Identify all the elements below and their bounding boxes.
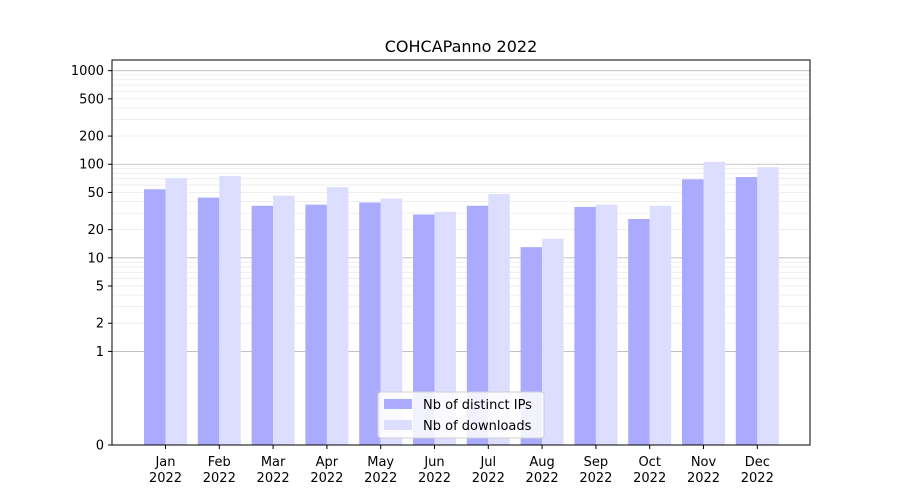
x-tick-label-year: 2022 xyxy=(310,471,343,486)
x-tick-label-month: Jun xyxy=(423,455,444,470)
x-tick-label-year: 2022 xyxy=(203,471,236,486)
x-tick-label-month: Dec xyxy=(745,455,770,470)
legend-box xyxy=(377,391,545,439)
y-tick-label: 100 xyxy=(79,158,104,173)
x-tick-label-year: 2022 xyxy=(418,471,451,486)
y-tick-label: 500 xyxy=(79,92,104,107)
bar-downloads xyxy=(434,211,456,445)
bar-downloads xyxy=(165,178,187,445)
bar-distinct-ips xyxy=(359,202,381,445)
y-tick-label: 5 xyxy=(96,280,104,295)
bar-distinct-ips xyxy=(466,205,489,445)
y-tick-label: 2 xyxy=(96,317,104,332)
x-tick-label-month: Oct xyxy=(638,455,660,470)
y-tick-label: 10 xyxy=(87,251,104,266)
bar-downloads xyxy=(273,195,295,445)
legend-swatch xyxy=(384,399,412,409)
y-tick-label: 50 xyxy=(87,186,104,201)
bar-downloads xyxy=(326,187,349,445)
y-tick-label: 0 xyxy=(96,439,104,454)
y-tick-label: 1000 xyxy=(71,64,104,79)
x-tick-label-year: 2022 xyxy=(149,471,182,486)
x-tick-label-month: Apr xyxy=(316,455,339,470)
bar-distinct-ips xyxy=(251,205,274,445)
bars xyxy=(144,161,779,446)
x-tick-label-year: 2022 xyxy=(526,471,559,486)
x-tick-label-month: Jul xyxy=(479,455,496,470)
x-tick-label-month: Aug xyxy=(529,455,554,470)
legend-label: Nb of downloads xyxy=(423,419,532,434)
bar-downloads xyxy=(703,161,725,445)
x-tick-label-month: May xyxy=(367,455,394,470)
bar-downloads xyxy=(219,175,241,445)
bar-distinct-ips xyxy=(735,177,758,446)
x-tick-label-month: Jan xyxy=(154,455,175,470)
x-tick-label-year: 2022 xyxy=(633,471,666,486)
bar-downloads xyxy=(649,205,672,445)
bar-distinct-ips xyxy=(413,214,435,445)
y-tick-label: 1 xyxy=(96,345,104,360)
x-tick-label-year: 2022 xyxy=(741,471,774,486)
bar-downloads xyxy=(380,198,403,445)
x-tick-label-month: Feb xyxy=(208,455,231,470)
x-tick-label-month: Sep xyxy=(584,455,609,470)
legend-label: Nb of distinct IPs xyxy=(423,398,532,413)
chart-title: COHCAPanno 2022 xyxy=(385,37,538,56)
bar-distinct-ips xyxy=(305,204,327,445)
bar-downloads xyxy=(595,204,618,445)
x-tick-label-year: 2022 xyxy=(687,471,720,486)
x-tick-label-month: Mar xyxy=(261,455,286,470)
bar-downloads xyxy=(488,194,510,445)
x-axis: Jan2022Feb2022Mar2022Apr2022May2022Jun20… xyxy=(149,445,774,486)
bar-distinct-ips xyxy=(144,189,166,445)
x-tick-label-year: 2022 xyxy=(257,471,290,486)
y-tick-label: 200 xyxy=(79,130,104,145)
x-tick-label-month: Nov xyxy=(691,455,717,470)
bar-downloads xyxy=(542,238,564,445)
legend: Nb of distinct IPs Nb of downloads xyxy=(377,391,545,439)
bar-downloads xyxy=(757,167,779,446)
plot-frame xyxy=(111,59,811,446)
x-tick-label-year: 2022 xyxy=(579,471,612,486)
bar-distinct-ips xyxy=(628,218,650,445)
x-tick-label-year: 2022 xyxy=(364,471,397,486)
x-tick-label-year: 2022 xyxy=(472,471,505,486)
legend-swatch xyxy=(384,420,412,430)
bar-distinct-ips xyxy=(197,197,220,445)
y-tick-label: 20 xyxy=(87,223,104,238)
bar-distinct-ips xyxy=(574,206,596,445)
bar-distinct-ips xyxy=(682,179,704,445)
y-axis: 0 1 2 5 10 20 50 100 200 500 1000 xyxy=(71,64,112,454)
